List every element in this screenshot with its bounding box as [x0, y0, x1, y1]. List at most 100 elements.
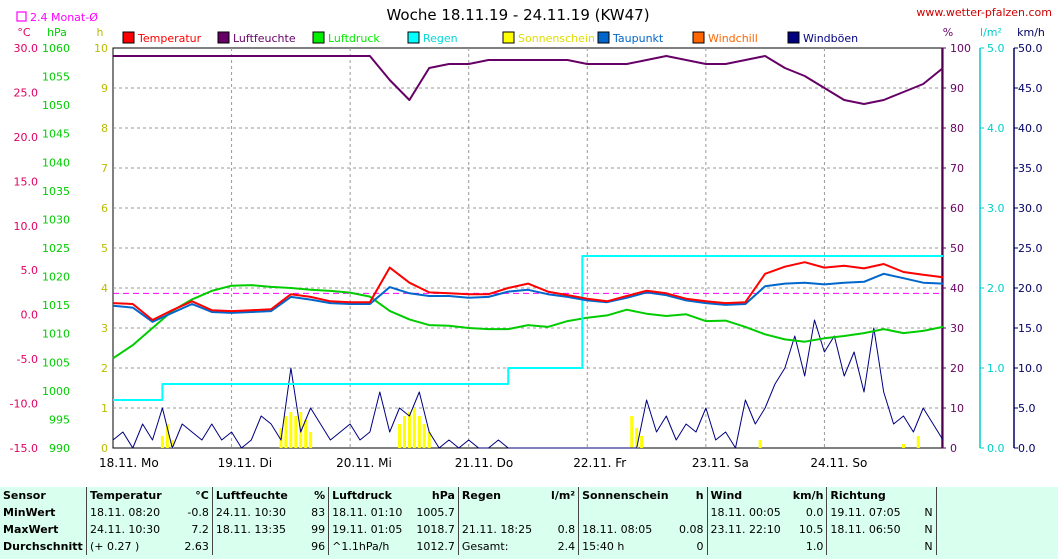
- avg-press-trend: ^1.1hPa/h: [328, 538, 414, 555]
- max-temp-value: 7.2: [191, 523, 209, 536]
- temperature-tick-label: -5.0: [17, 353, 38, 366]
- humidity-tick-label: 0: [950, 442, 957, 455]
- min-press-time: 18.11. 01:10: [328, 504, 414, 521]
- stats-header-row: Sensor Temperatur °C Luftfeuchte % Luftd…: [0, 487, 1058, 504]
- max-hum-time: 18.11. 13:35: [211, 521, 308, 538]
- wind-tick-label: 20.0: [1018, 282, 1043, 295]
- humidity-tick-label: 40: [950, 282, 964, 295]
- wind-tick-label: 35.0: [1018, 162, 1043, 175]
- avg-sun-total: 15:40 h: [578, 538, 672, 555]
- wind-tick-label: 30.0: [1018, 202, 1043, 215]
- x-day-label: 18.11. Mo: [99, 456, 159, 470]
- wind-tick-label: 5.0: [1018, 402, 1036, 415]
- legend-swatch: [597, 31, 610, 44]
- hdr-press-unit: hPa: [431, 489, 455, 502]
- avg-hum-value: 96: [311, 540, 326, 553]
- sunshine-bar: [901, 444, 905, 448]
- x-day-label: 21.11. Do: [455, 456, 514, 470]
- sunshine-bar: [398, 424, 402, 448]
- humidity-tick-label: 90: [950, 82, 964, 95]
- humidity-tick-label: 70: [950, 162, 964, 175]
- sunshine-tick-label: 8: [101, 122, 108, 135]
- sunshine-bar: [165, 424, 169, 448]
- wind-tick-label: 15.0: [1018, 322, 1043, 335]
- sunshine-tick-label: 4: [101, 282, 108, 295]
- avg-wind-extra: [706, 538, 784, 555]
- max-dir-time: 18.11. 06:50: [826, 521, 912, 538]
- min-wind-time: 18.11. 00:05: [706, 504, 784, 521]
- max-dir-value: N: [924, 523, 933, 536]
- sunshine-bar: [758, 440, 762, 448]
- x-day-label: 24.11. So: [810, 456, 867, 470]
- x-day-label: 22.11. Fr: [573, 456, 626, 470]
- avg-dir-extra: [826, 538, 912, 555]
- sunshine-bar: [427, 432, 431, 448]
- legend-swatch: [787, 31, 800, 44]
- x-day-label: 20.11. Mi: [336, 456, 392, 470]
- statistics-table: Sensor Temperatur °C Luftfeuchte % Luftd…: [0, 487, 1058, 555]
- legend-label: Luftfeuchte: [233, 32, 296, 45]
- sunshine-unit: h: [97, 26, 104, 39]
- avg-dir-value: N: [924, 540, 933, 553]
- pressure-tick-label: 1010: [42, 328, 70, 341]
- hdr-sun-unit: h: [695, 489, 704, 502]
- legend-label: Regen: [423, 32, 458, 45]
- legend-swatch: [312, 31, 325, 44]
- pressure-tick-label: 1015: [42, 299, 70, 312]
- avg-rain-label: Gesamt:: [457, 538, 544, 555]
- row-label: MaxWert: [3, 523, 59, 536]
- sunshine-bar: [630, 416, 634, 448]
- rain-tick-label: 3.0: [987, 202, 1005, 215]
- hdr-wind: Wind: [706, 487, 784, 504]
- min-dir-time: 19.11. 07:05: [826, 504, 912, 521]
- pressure-tick-label: 990: [49, 442, 70, 455]
- sunshine-tick-label: 3: [101, 322, 108, 335]
- min-rain-time: [457, 504, 544, 521]
- max-rain-time: 21.11. 18:25: [457, 521, 544, 538]
- humidity-unit: %: [943, 26, 953, 39]
- sunshine-bar: [407, 412, 411, 448]
- hdr-press: Luftdruck: [328, 487, 414, 504]
- pressure-tick-label: 1055: [42, 71, 70, 84]
- rain-tick-label: 0.0: [987, 442, 1005, 455]
- sunshine-tick-label: 6: [101, 202, 108, 215]
- temperature-tick-label: 15.0: [14, 175, 39, 188]
- min-rain-value: [543, 504, 578, 521]
- legend-swatch: [122, 31, 135, 44]
- series-line-windböen: [112, 319, 944, 449]
- x-day-label: 19.11. Di: [218, 456, 273, 470]
- max-press-time: 19.11. 01:05: [328, 521, 414, 538]
- wind-tick-label: 10.0: [1018, 362, 1043, 375]
- series-line-regen: [113, 255, 943, 401]
- min-press-value: 1005.7: [416, 506, 455, 519]
- humidity-tick-label: 20: [950, 362, 964, 375]
- max-wind-time: 23.11. 22:10: [706, 521, 784, 538]
- humidity-tick-label: 100: [950, 42, 971, 55]
- chart-title: Woche 18.11.19 - 24.11.19 (KW47): [386, 6, 649, 24]
- row-label: Durchschnitt: [3, 540, 83, 553]
- wind-tick-label: 40.0: [1018, 122, 1043, 135]
- temperature-tick-label: -10.0: [10, 398, 38, 411]
- sunshine-bar: [304, 420, 308, 448]
- hdr-wind-unit: km/h: [792, 489, 824, 502]
- sunshine-tick-label: 0: [101, 442, 108, 455]
- monthly-avg-label: 2.4 Monat-Ø: [30, 11, 98, 24]
- humidity-tick-label: 10: [950, 402, 964, 415]
- avg-wind-value: 1.0: [805, 540, 824, 553]
- temperature-tick-label: 20.0: [14, 131, 39, 144]
- hdr-rain-unit: l/m²: [551, 489, 576, 502]
- hdr-dir: Richtung: [826, 487, 912, 504]
- stats-row-max: MaxWert 24.11. 10:30 7.2 18.11. 13:35 99…: [0, 521, 1058, 538]
- avg-temp-trend: (+ 0.27 ): [85, 538, 182, 555]
- sunshine-tick-label: 10: [94, 42, 108, 55]
- site-url: www.wetter-pfalzen.com: [916, 6, 1052, 19]
- max-wind-value: 10.5: [798, 523, 824, 536]
- max-temp-time: 24.11. 10:30: [85, 521, 182, 538]
- pressure-unit: hPa: [47, 26, 67, 39]
- max-rain-value: 0.8: [557, 523, 576, 536]
- pressure-tick-label: 1025: [42, 242, 70, 255]
- avg-rain-value: 2.4: [557, 540, 576, 553]
- pressure-tick-label: 995: [49, 413, 70, 426]
- pressure-tick-label: 1000: [42, 385, 70, 398]
- weather-chart: Woche 18.11.19 - 24.11.19 (KW47) www.wet…: [9, 6, 1052, 470]
